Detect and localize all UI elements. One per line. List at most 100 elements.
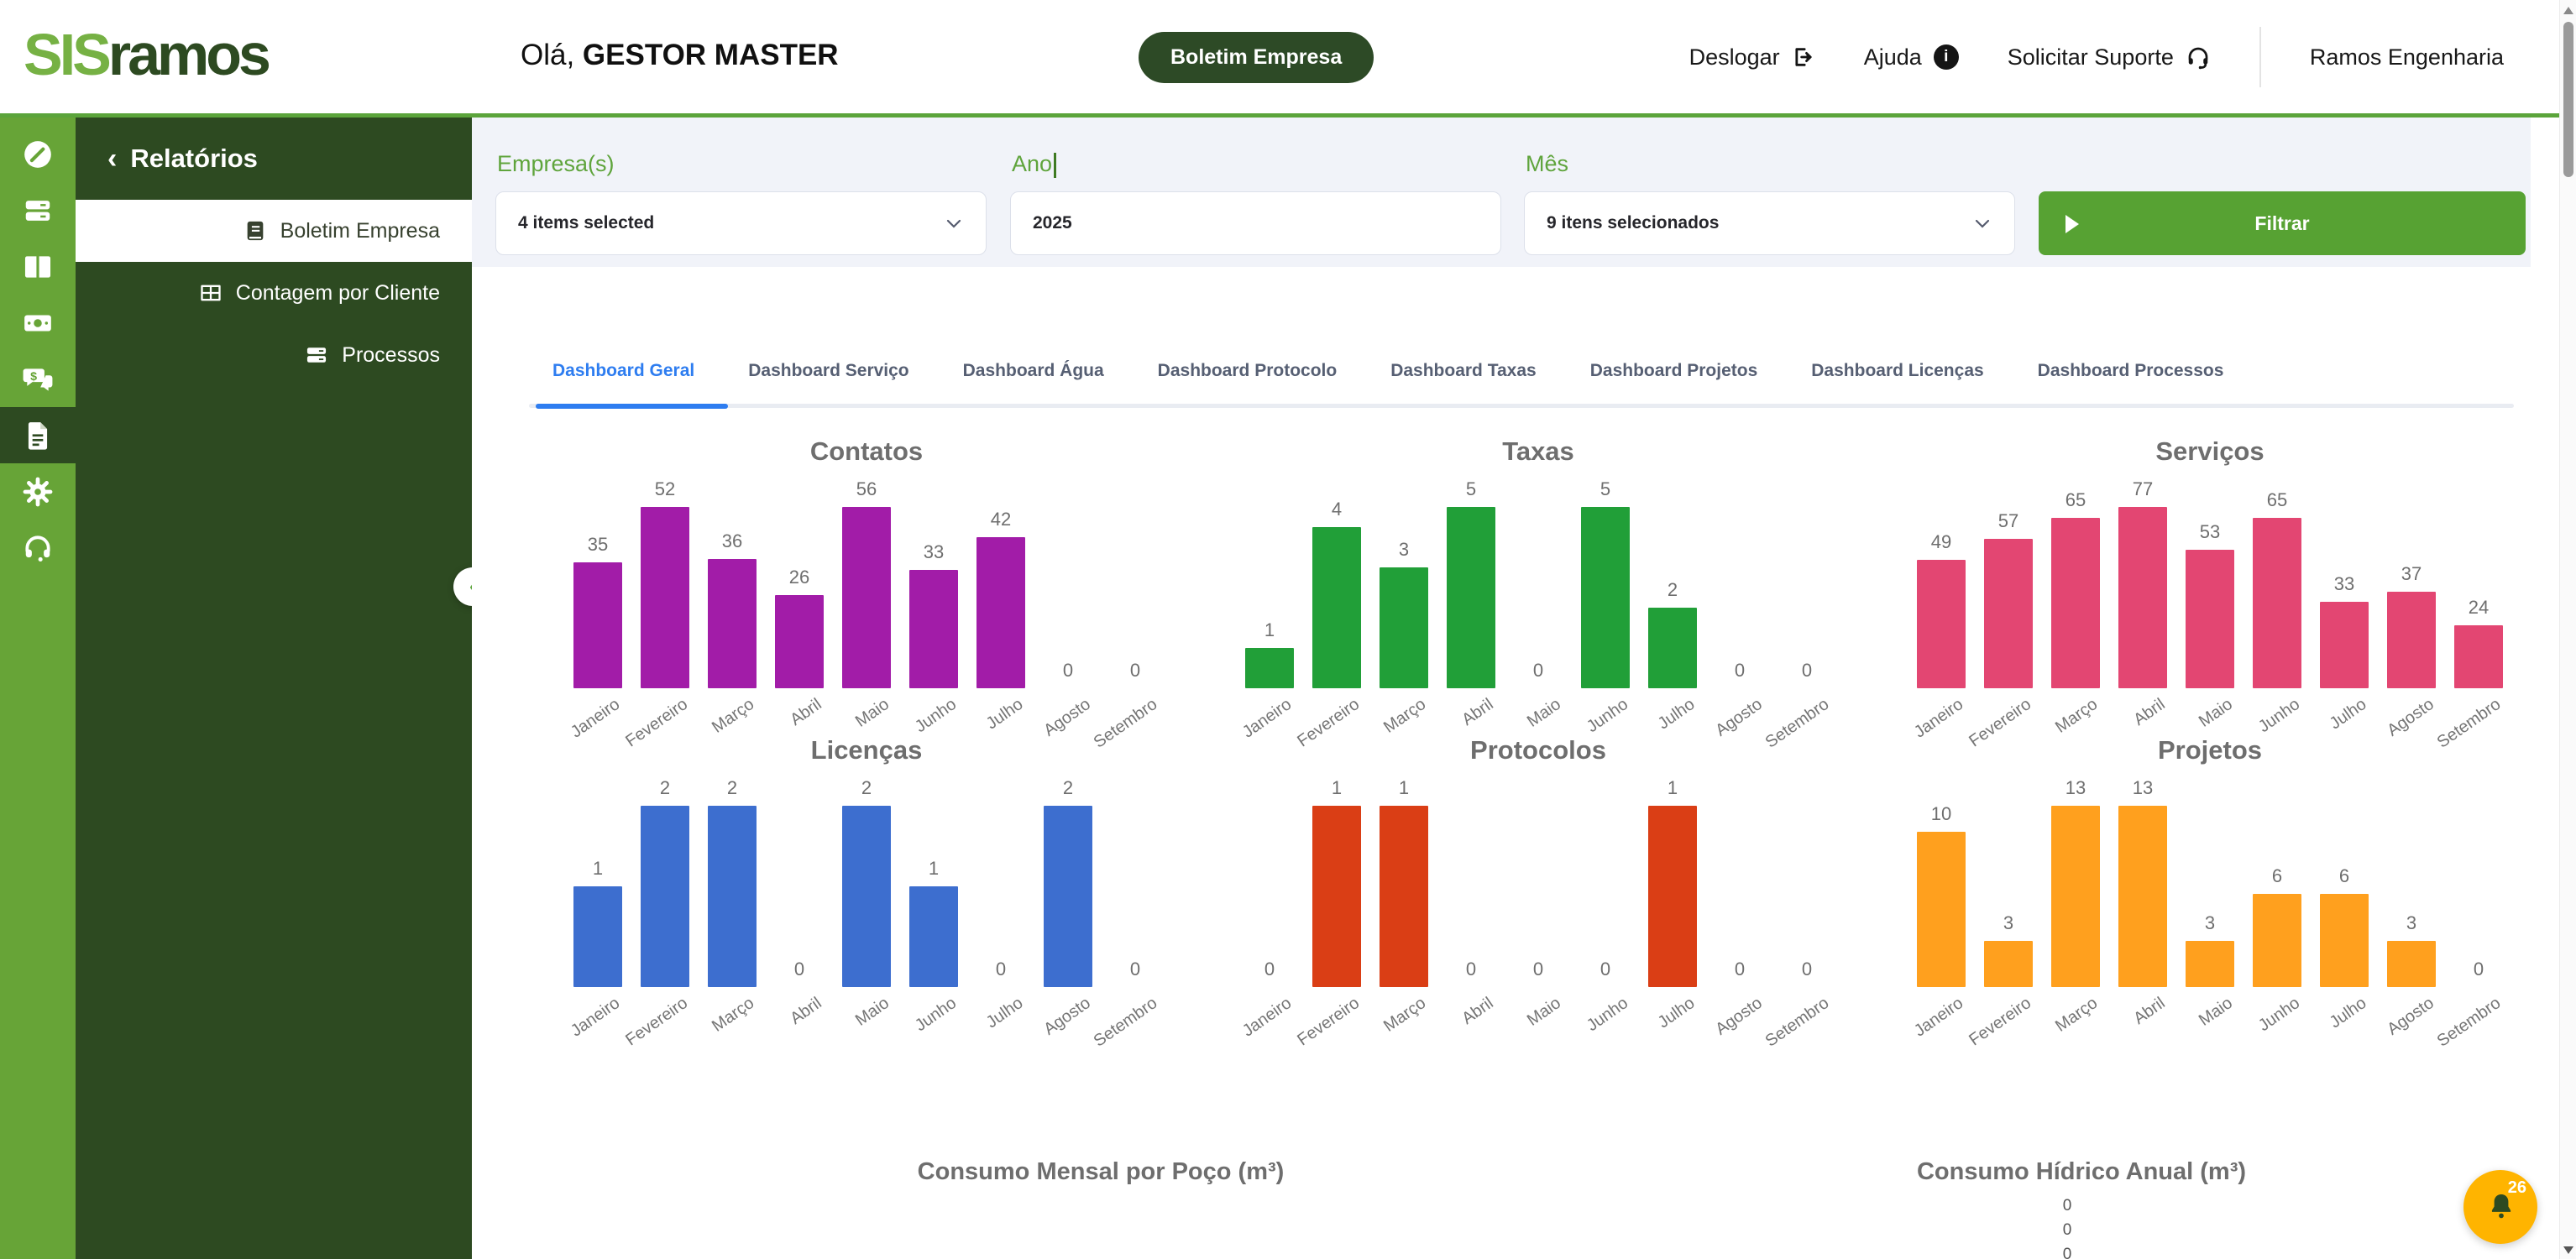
bar[interactable] [2454,625,2503,688]
sidebar-item-contagem-por-cliente[interactable]: Contagem por Cliente [76,262,472,324]
bar[interactable] [842,507,891,688]
columns-icon [24,255,51,278]
bar-value-label: 5 [1465,478,1477,499]
rail-item-records[interactable] [0,182,76,238]
bar[interactable] [2320,894,2369,987]
bar-slot: 33 Julho [2311,478,2378,733]
bar[interactable] [1312,806,1361,987]
rail-item-settings[interactable] [0,463,76,520]
sidebar-item-boletim-empresa[interactable]: Boletim Empresa [76,200,472,262]
rail-item-dashboard[interactable] [0,126,76,182]
bar[interactable] [2186,941,2234,987]
bar[interactable] [708,559,757,688]
logout-button[interactable]: Deslogar [1689,44,1815,71]
bar[interactable] [1380,806,1428,987]
bar[interactable] [708,806,757,987]
support-button[interactable]: Solicitar Suporte [2008,44,2211,71]
bar-value-label: 6 [2338,865,2350,886]
sidebar-item-processos[interactable]: Processos [76,324,472,386]
main-content: Empresa(s) Ano Mês 4 items selected 2025… [472,118,2559,1259]
bar[interactable] [1917,832,1966,987]
back-chevron-icon[interactable]: ‹ [107,143,118,175]
bar[interactable] [775,595,824,688]
chart-licencas: Licenças 1 Janeiro 2 Fevereiro 2 Março 0 Abril 2… [531,735,1202,1051]
axis-zero: 0 [2062,1197,2072,1215]
bar[interactable] [2253,894,2301,987]
bar[interactable] [641,507,689,688]
mes-select[interactable]: 9 itens selecionados [1524,191,2015,255]
empresa-label: Empresa(s) [497,151,615,176]
bar-value-label: 56 [856,478,877,499]
bar[interactable] [2118,806,2167,987]
bar[interactable] [1447,507,1495,688]
bar[interactable] [1648,608,1697,688]
rail-item-support[interactable] [0,520,76,576]
bar[interactable] [2118,507,2167,688]
bar[interactable] [1984,941,2033,987]
bar[interactable] [976,537,1025,688]
tab-dashboard-geral[interactable]: Dashboard Geral [535,361,729,409]
bar[interactable] [1245,648,1294,688]
rail-item-reports[interactable] [0,407,76,463]
money-icon [24,315,51,331]
help-button[interactable]: Ajuda i [1864,44,1959,71]
notifications-button[interactable]: 26 [2463,1170,2537,1244]
tab-dashboard-projetos[interactable]: Dashboard Projetos [1589,361,1758,380]
tab-dashboard-processos[interactable]: Dashboard Processos [2037,361,2224,380]
bar[interactable] [2051,518,2100,688]
empresa-select[interactable]: 4 items selected [495,191,987,255]
bar[interactable] [1984,539,2033,688]
bar[interactable] [909,570,958,688]
x-axis-label: Março [709,695,758,737]
header-divider [2259,27,2261,87]
bar[interactable] [1917,560,1966,688]
bar-value-label: 0 [1264,959,1275,980]
bar[interactable] [1380,567,1428,688]
rail-item-columns[interactable] [0,238,76,295]
logo-sis: SIS [24,22,112,87]
x-axis-label: Março [1380,695,1430,737]
x-axis-label: Março [2052,994,2102,1036]
bar[interactable] [641,806,689,987]
bar[interactable] [2387,941,2436,987]
bar[interactable] [1312,527,1361,688]
bar[interactable] [1648,806,1697,987]
bar[interactable] [909,886,958,987]
bar-value-label: 0 [2473,959,2484,980]
tab-dashboard-agua[interactable]: Dashboard Água [962,361,1104,380]
bar[interactable] [2387,592,2436,688]
filtrar-label: Filtrar [2254,212,2310,234]
bar-slot: 0 Maio [1505,777,1572,1030]
bar[interactable] [2186,550,2234,688]
greeting-name: GESTOR MASTER [582,39,839,71]
ano-input[interactable]: 2025 [1010,191,1501,255]
bar[interactable] [1044,806,1092,987]
bar[interactable] [1581,507,1630,688]
rail-item-finance[interactable] [0,295,76,351]
bar[interactable] [2320,602,2369,688]
x-axis-label: Agosto [1039,994,1094,1039]
bar[interactable] [2051,806,2100,987]
bar-slot: 57 Fevereiro [1966,478,2042,750]
filtrar-button[interactable]: Filtrar [2039,191,2526,255]
bar-value-label: 1 [1667,777,1678,798]
scrollbar-down-arrow[interactable] [2563,1246,2573,1254]
bar[interactable] [2253,518,2301,688]
rail-item-chat-finance[interactable]: $ [0,351,76,407]
tab-dashboard-taxas[interactable]: Dashboard Taxas [1390,361,1537,380]
scrollbar-thumb[interactable] [2563,22,2573,177]
bar-slot: 3 Fevereiro [1966,777,2042,1049]
tab-dashboard-licencas[interactable]: Dashboard Licenças [1811,361,1984,380]
header-nav: Deslogar Ajuda i Solicitar Suporte Ramos… [1689,0,2504,114]
bar[interactable] [842,806,891,987]
bar[interactable] [573,886,622,987]
scrollbar-up-arrow[interactable] [2563,7,2573,14]
bar-value-label: 2 [1667,579,1678,600]
bar-value-label: 49 [1930,531,1952,552]
bar[interactable] [573,562,622,688]
bar-value-label: 24 [2468,597,2490,618]
bell-icon [2491,1194,2511,1219]
tab-dashboard-protocolo[interactable]: Dashboard Protocolo [1157,361,1338,380]
tab-dashboard-servico[interactable]: Dashboard Serviço [748,361,909,380]
